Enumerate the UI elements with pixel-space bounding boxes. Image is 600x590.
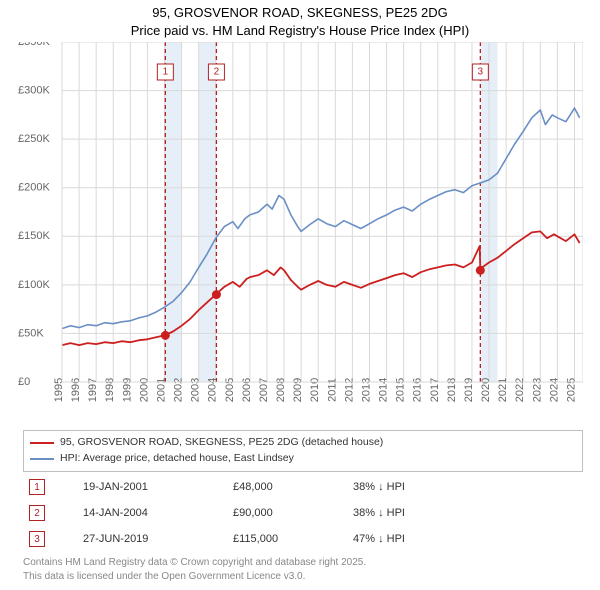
svg-text:£100K: £100K xyxy=(18,279,50,291)
svg-text:1995: 1995 xyxy=(53,378,65,402)
svg-text:2009: 2009 xyxy=(292,378,304,402)
svg-text:1996: 1996 xyxy=(70,378,82,402)
svg-text:2003: 2003 xyxy=(190,378,202,402)
title-line1: 95, GROSVENOR ROAD, SKEGNESS, PE25 2DG xyxy=(0,4,600,22)
attribution-line2: This data is licensed under the Open Gov… xyxy=(23,570,583,584)
figure-container: 95, GROSVENOR ROAD, SKEGNESS, PE25 2DG P… xyxy=(0,0,600,590)
event-row: 1 19-JAN-2001£48,00038% ↓ HPI xyxy=(23,474,583,500)
svg-text:2015: 2015 xyxy=(395,378,407,402)
svg-text:£150K: £150K xyxy=(18,230,50,242)
svg-text:£50K: £50K xyxy=(18,327,44,339)
svg-text:3: 3 xyxy=(478,67,484,78)
chart-svg: £0 £50K £100K £150K £200K £250K £300K £350K 1995… xyxy=(18,42,583,422)
svg-text:£250K: £250K xyxy=(18,133,50,145)
chart-title: 95, GROSVENOR ROAD, SKEGNESS, PE25 2DG P… xyxy=(0,0,600,39)
legend-label: HPI: Average price, detached house, East… xyxy=(60,451,294,467)
svg-text:2013: 2013 xyxy=(360,378,372,402)
svg-text:2017: 2017 xyxy=(429,378,441,402)
svg-text:2002: 2002 xyxy=(173,378,185,402)
svg-text:2014: 2014 xyxy=(378,378,390,402)
event-hpi: 47% ↓ HPI xyxy=(353,533,583,545)
event-row: 3 27-JUN-2019£115,00047% ↓ HPI xyxy=(23,526,583,552)
event-price: £90,000 xyxy=(233,507,353,519)
legend-swatch xyxy=(30,442,54,444)
svg-text:£350K: £350K xyxy=(18,42,50,48)
svg-text:1: 1 xyxy=(163,67,169,78)
svg-text:2018: 2018 xyxy=(446,378,458,402)
event-price: £48,000 xyxy=(233,481,353,493)
svg-text:2023: 2023 xyxy=(531,378,543,402)
svg-text:1997: 1997 xyxy=(87,378,99,402)
legend-item: 95, GROSVENOR ROAD, SKEGNESS, PE25 2DG (… xyxy=(30,435,576,451)
svg-text:2025: 2025 xyxy=(565,378,577,402)
event-date: 14-JAN-2004 xyxy=(83,507,233,519)
svg-text:2016: 2016 xyxy=(412,378,424,402)
event-hpi: 38% ↓ HPI xyxy=(353,481,583,493)
svg-text:2012: 2012 xyxy=(343,378,355,402)
event-date: 19-JAN-2001 xyxy=(83,481,233,493)
chart-area: £0 £50K £100K £150K £200K £250K £300K £350K 1995… xyxy=(18,42,583,422)
svg-text:£200K: £200K xyxy=(18,182,50,194)
svg-text:1999: 1999 xyxy=(121,378,133,402)
svg-text:2: 2 xyxy=(214,67,220,78)
svg-text:2000: 2000 xyxy=(138,378,150,402)
svg-text:2024: 2024 xyxy=(548,378,560,402)
event-hpi: 38% ↓ HPI xyxy=(353,507,583,519)
legend-label: 95, GROSVENOR ROAD, SKEGNESS, PE25 2DG (… xyxy=(60,435,383,451)
legend: 95, GROSVENOR ROAD, SKEGNESS, PE25 2DG (… xyxy=(23,430,583,472)
title-line2: Price paid vs. HM Land Registry's House … xyxy=(0,22,600,40)
svg-text:2022: 2022 xyxy=(514,378,526,402)
legend-swatch xyxy=(30,458,54,460)
svg-text:£300K: £300K xyxy=(18,84,50,96)
svg-text:2008: 2008 xyxy=(275,378,287,402)
svg-text:2006: 2006 xyxy=(241,378,253,402)
event-table: 119-JAN-2001£48,00038% ↓ HPI214-JAN-2004… xyxy=(23,474,583,552)
svg-text:£0: £0 xyxy=(18,376,30,388)
attribution-line1: Contains HM Land Registry data © Crown c… xyxy=(23,556,583,570)
event-number-box: 3 xyxy=(29,531,45,547)
svg-text:2020: 2020 xyxy=(480,378,492,402)
event-date: 27-JUN-2019 xyxy=(83,533,233,545)
svg-text:2005: 2005 xyxy=(224,378,236,402)
legend-item: HPI: Average price, detached house, East… xyxy=(30,451,576,467)
event-row: 2 14-JAN-2004£90,00038% ↓ HPI xyxy=(23,500,583,526)
svg-text:1998: 1998 xyxy=(104,378,116,402)
event-price: £115,000 xyxy=(233,533,353,545)
event-number-box: 1 xyxy=(29,479,45,495)
svg-text:2010: 2010 xyxy=(309,378,321,402)
svg-text:2007: 2007 xyxy=(258,378,270,402)
svg-text:2019: 2019 xyxy=(463,378,475,402)
event-number-box: 2 xyxy=(29,505,45,521)
attribution: Contains HM Land Registry data © Crown c… xyxy=(23,556,583,583)
svg-text:2021: 2021 xyxy=(497,378,509,402)
